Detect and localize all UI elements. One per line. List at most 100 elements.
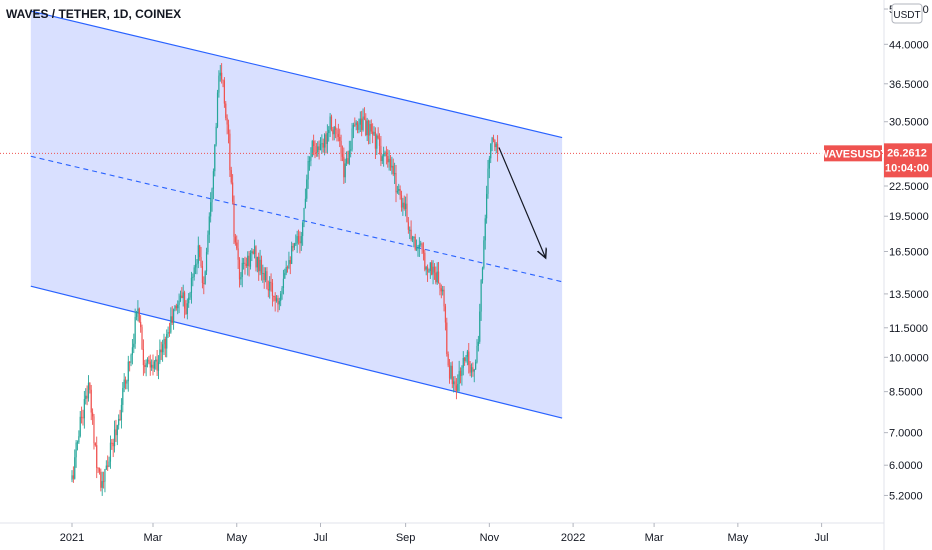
candle-body [299,241,301,244]
candle-body [182,292,184,299]
candle-body [465,356,467,361]
candle-body [440,288,442,292]
channel-upper-line[interactable] [30,10,563,139]
candle-body [451,365,453,385]
candle-body [492,137,495,141]
price-tick-label: 22.5000 [889,181,929,193]
candle-body [162,344,164,353]
candle-body [122,387,124,405]
candle-body [259,259,261,272]
candle-body [421,243,423,250]
candle-body [361,118,363,130]
candle-body [238,259,241,280]
candle-body [190,277,193,293]
candle-body [119,418,121,420]
candle-body [410,229,412,240]
symbol-tag-background [824,145,882,162]
candle-body [418,244,420,248]
candle-body [137,308,139,313]
candle-body [244,262,246,264]
candle-body [149,361,151,368]
candle-body [415,248,418,250]
candle-body [494,140,496,148]
candle-body [373,131,375,135]
channel-lower-line[interactable] [30,285,563,419]
candle-body [436,271,438,283]
candle-body [330,116,333,130]
candle-body [111,442,113,444]
candle-body [484,218,486,241]
candle-body [252,251,254,255]
candle-body [282,278,285,289]
candle-body [129,361,131,363]
time-tick-label: Mar [144,532,163,544]
candle-body [174,305,176,310]
candle-body [328,129,330,134]
candle-body [383,153,385,157]
candle-body [362,116,364,130]
candle-body [131,347,134,355]
candle-body [487,168,489,194]
candle-body [389,158,392,168]
candle-body [289,260,291,264]
candle-body [409,229,411,231]
candle-body [155,359,157,362]
candle-body [483,240,485,268]
candle-body [151,364,153,368]
candle-body [454,381,456,386]
candle-body [284,273,286,279]
candle-body [267,288,269,291]
candle-body [495,143,497,148]
candle-body [470,367,473,373]
candle-body [407,222,409,230]
candle-body [400,195,403,208]
candle-body [414,236,416,250]
candle-body [311,141,313,157]
candle-body [388,158,390,163]
candle-body [76,442,79,444]
channel-midline[interactable] [30,155,563,283]
candle-body [491,137,493,144]
candle-body [266,271,268,289]
currency-unit-badge[interactable]: USDT [891,3,923,24]
candle-body [481,267,484,281]
candle-body [310,156,312,161]
candle-body [431,262,433,275]
candle-body [406,203,408,223]
price-tick-label: 16.5000 [889,247,929,259]
time-axis[interactable]: 2021 Mar May Jul Sep Nov 2022 Mar May Jul [60,523,829,544]
candle-body [225,103,227,118]
candle-body [163,338,165,345]
candle-body [472,367,474,372]
candle-body [208,216,210,235]
candle-body [205,251,208,272]
candle-body [274,296,276,301]
candle-body [356,122,359,130]
candle-body [164,338,166,349]
candle-body [476,345,478,363]
candle-body [475,362,477,370]
candle-body [71,475,73,480]
candle-body [262,273,264,275]
candle-body [226,117,228,125]
candle-body [227,124,230,134]
channel-layer [30,10,563,419]
candle-body [304,198,306,208]
candle-body [348,150,350,164]
candle-body [424,252,426,270]
candle-body [384,152,386,154]
candle-body [318,146,320,150]
candle-body [245,263,247,266]
candle-body [241,262,243,278]
price-tick-label: 44.0000 [889,39,929,51]
candle-body [345,158,348,164]
projection-arrow[interactable] [498,147,546,258]
candle-body [218,75,220,93]
last-price-tags: WAVESUSDT 26.2612 10:04:00 [819,143,932,178]
price-tick-label: 10.0000 [889,352,929,364]
candle-body [258,256,260,272]
price-axis[interactable]: 52.000044.000036.500030.500025.500022.50… [884,4,929,502]
candle-body [462,357,464,368]
candle-body [450,365,452,379]
